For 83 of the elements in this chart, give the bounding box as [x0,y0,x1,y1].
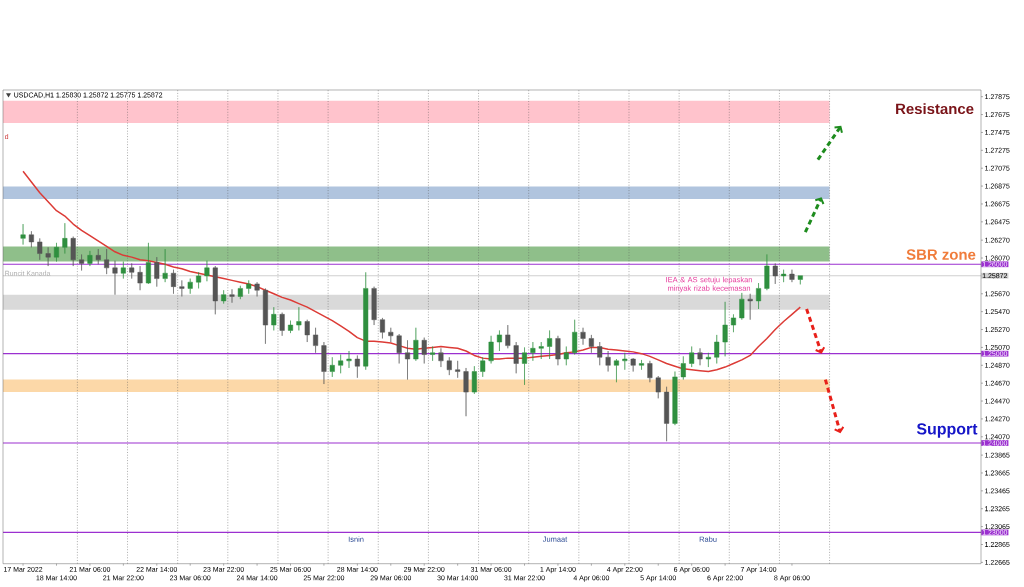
candlestick [154,256,160,287]
candlestick [588,334,594,354]
candlestick [739,292,745,320]
candlestick [522,347,528,386]
candlestick [446,356,452,376]
candlestick [28,230,34,248]
candlestick [304,319,310,343]
candlestick [705,352,711,368]
candlestick [781,269,787,283]
candlestick [747,293,753,320]
candlestick [413,327,419,362]
candlestick [563,346,569,366]
candlestick [346,350,352,369]
candlestick [496,330,502,352]
candlestick [555,335,561,366]
candlestick [62,222,68,254]
candlestick [271,306,277,331]
candlestick [405,340,411,380]
candlestick [262,288,268,345]
candlestick [313,327,319,354]
candlestick [572,319,578,355]
candlestick [714,334,720,364]
candlestick [37,238,43,261]
candlestick [488,335,494,364]
candlestick [221,289,227,304]
candlestick [137,265,143,291]
candlestick [655,375,661,399]
candlestick [120,261,126,279]
candlestick [45,247,51,267]
candlestick [605,350,611,372]
candlestick [471,365,477,395]
candlestick [647,360,653,383]
candlestick [145,242,151,285]
candlestick [672,371,678,426]
candlestick [722,301,728,357]
candlestick [622,352,628,370]
candlestick [296,306,302,331]
candlestick [212,265,218,315]
candlestick [789,269,795,283]
candlestick [95,248,101,265]
candlestick [597,341,603,366]
candlestick [697,348,703,366]
candlestick [680,356,686,380]
candlestick [797,275,803,285]
candlestick [455,360,461,379]
candlestick [530,341,536,362]
candlestick [288,320,294,334]
candlestick [730,314,736,333]
candlestick [338,354,344,374]
candlestick [388,327,394,343]
candlestick [20,223,26,245]
candlestick [756,282,762,310]
candlestick [613,358,619,383]
candlestick [664,386,670,442]
candlestick [246,280,252,295]
candlestick [505,324,511,349]
text: Support [916,423,978,438]
candlestick [53,242,59,262]
candlestick [237,285,243,300]
candlestick [430,346,436,362]
candlestick [764,254,770,291]
text: SBR zone [906,249,976,260]
candlestick [112,260,118,295]
candlestick [480,356,486,378]
candlestick [363,272,369,370]
candlestick [639,359,645,370]
candlestick [162,248,168,283]
candlestick [104,248,110,275]
text: Resistance [896,103,974,115]
candlestick [438,348,444,368]
candlestick [538,341,544,360]
candlestick [689,346,695,368]
candlestick [196,272,202,289]
candlestick [547,330,553,360]
candlestick [187,278,193,295]
candlestick [354,355,360,379]
candlestick [463,367,469,417]
candlestick [204,260,210,282]
candlestick [396,333,402,364]
candlestick [513,341,519,374]
candlestick [254,281,260,297]
candlestick [329,356,335,378]
candlestick [87,250,93,267]
